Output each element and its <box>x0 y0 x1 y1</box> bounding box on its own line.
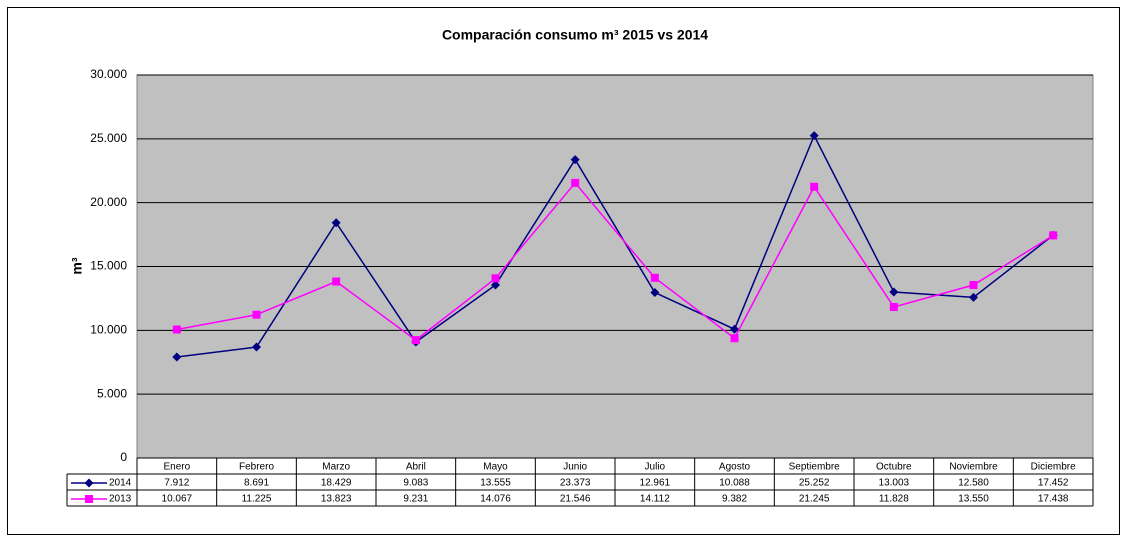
y-tick-label: 20.000 <box>90 195 127 209</box>
x-tick-label: Septiembre <box>789 462 841 473</box>
marker <box>172 325 181 334</box>
marker <box>889 302 898 311</box>
marker <box>252 310 261 319</box>
y-tick-label: 30.000 <box>90 67 127 81</box>
table-value: 13.823 <box>321 494 352 505</box>
marker <box>810 182 819 191</box>
marker <box>650 288 660 298</box>
legend-label: 2013 <box>109 494 132 505</box>
table-value: 18.429 <box>321 478 352 489</box>
series-line <box>176 181 1054 342</box>
marker <box>969 292 978 302</box>
legend-label: 2014 <box>109 478 132 489</box>
table-value: 21.546 <box>560 494 591 505</box>
y-tick-label: 15.000 <box>90 259 127 273</box>
x-tick-label: Octubre <box>876 462 912 473</box>
table-value: 12.961 <box>640 478 671 489</box>
table-value: 7.912 <box>164 478 189 489</box>
table-value: 9.083 <box>403 478 428 489</box>
marker <box>809 131 819 141</box>
marker <box>491 280 500 290</box>
marker <box>730 334 739 343</box>
table-value: 21.245 <box>799 494 830 505</box>
table-value: 13.555 <box>480 478 511 489</box>
y-tick-label: 10.000 <box>90 323 127 337</box>
marker <box>730 324 739 334</box>
marker <box>172 352 182 362</box>
x-tick-label: Marzo <box>322 462 350 473</box>
legend-marker <box>85 495 93 503</box>
table-value: 14.076 <box>480 494 511 505</box>
x-tick-label: Febrero <box>239 462 274 473</box>
table-value: 9.231 <box>403 494 428 505</box>
marker <box>571 178 580 187</box>
y-tick-label: 0 <box>120 450 127 464</box>
marker <box>491 274 500 283</box>
table-value: 12.580 <box>958 478 989 489</box>
x-tick-label: Julio <box>645 462 666 473</box>
y-tick-label: 5.000 <box>97 386 127 400</box>
marker <box>969 281 978 290</box>
x-tick-label: Diciembre <box>1031 462 1076 473</box>
y-tick-label: 25.000 <box>90 131 127 145</box>
marker <box>331 218 341 228</box>
marker <box>650 273 659 282</box>
series-line <box>176 133 1054 358</box>
marker <box>252 342 261 352</box>
table-value: 8.691 <box>244 478 269 489</box>
table-value: 11.225 <box>242 494 272 505</box>
table-value: 14.112 <box>640 494 670 505</box>
table-value: 17.452 <box>1038 478 1069 489</box>
marker <box>411 336 420 345</box>
table-value: 17.438 <box>1038 494 1069 505</box>
table-value: 23.373 <box>560 478 591 489</box>
marker <box>332 277 341 286</box>
table-value: 25.252 <box>799 478 830 489</box>
table-value: 13.550 <box>958 494 989 505</box>
y-axis-label: m³ <box>69 257 85 274</box>
x-tick-label: Junio <box>563 462 587 473</box>
table-value: 13.003 <box>879 478 910 489</box>
x-tick-label: Abril <box>406 462 426 473</box>
marker <box>1049 231 1058 240</box>
chart-title: Comparación consumo m³ 2015 vs 2014 <box>442 27 708 43</box>
table-value: 9.382 <box>722 494 747 505</box>
x-tick-label: Enero <box>163 462 190 473</box>
table-value: 11.828 <box>879 494 909 505</box>
table-value: 10.088 <box>719 478 750 489</box>
marker <box>889 287 899 297</box>
x-tick-label: Mayo <box>483 462 508 473</box>
table-value: 10.067 <box>162 494 193 505</box>
x-tick-label: Noviembre <box>949 462 998 473</box>
x-tick-label: Agosto <box>719 462 751 473</box>
legend-marker <box>84 478 94 488</box>
marker <box>570 155 580 165</box>
